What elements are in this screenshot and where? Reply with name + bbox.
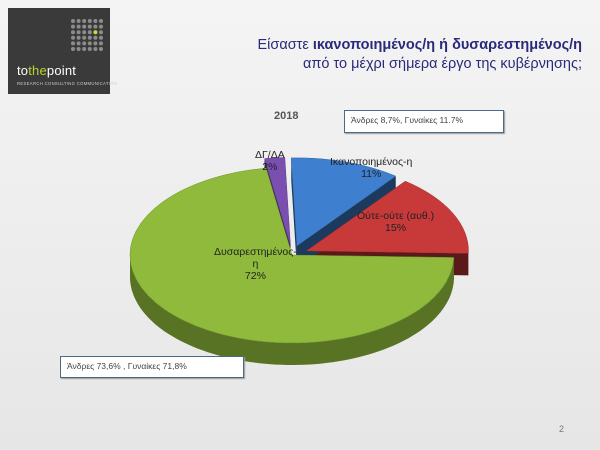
logo-dot-grid-icon xyxy=(71,19,103,51)
logo-dot xyxy=(87,30,92,35)
slice-satisfied xyxy=(290,157,397,247)
logo-dot xyxy=(82,24,87,29)
slice-dissatisfied xyxy=(129,167,455,344)
dissatisfied-gender-callout: Άνδρες 73,6% , Γυναίκες 71,8% xyxy=(60,356,244,378)
logo-dot xyxy=(76,35,81,40)
logo-dot xyxy=(82,47,87,51)
logo-tagline: RESEARCH CONSULTING COMMUNICATION xyxy=(17,81,118,86)
logo-dot xyxy=(93,19,98,23)
logo-dot xyxy=(76,19,81,23)
logo-dot xyxy=(93,30,98,35)
logo-dot xyxy=(82,35,87,40)
logo-dot xyxy=(82,19,87,23)
logo-dot xyxy=(93,35,98,40)
logo-dot xyxy=(93,47,98,51)
logo-dot xyxy=(71,30,75,35)
logo-dot xyxy=(87,24,92,29)
page-title: Είσαστε ικανοποιημένος/η ή δυσαρεστημένο… xyxy=(257,37,582,72)
slice-side-dissatisfied xyxy=(130,255,454,365)
logo-dot xyxy=(82,41,87,46)
logo-dot xyxy=(76,41,81,46)
logo: tothepoint RESEARCH CONSULTING COMMUNICA… xyxy=(8,8,117,94)
slice-label-dissatisfied: Δυσαρεστημένος- η 72% xyxy=(214,246,297,282)
logo-brand: tothepoint xyxy=(17,63,77,78)
logo-dot xyxy=(87,41,92,46)
slice-cut-satisfied xyxy=(291,157,297,268)
logo-dot xyxy=(76,47,81,51)
logo-dot xyxy=(71,24,75,29)
logo-dot xyxy=(99,35,103,40)
logo-dot xyxy=(82,30,87,35)
logo-dot xyxy=(87,47,92,51)
logo-dot xyxy=(99,41,103,46)
page-number: 2 xyxy=(558,424,564,434)
logo-dot xyxy=(87,19,92,23)
logo-dot xyxy=(71,47,75,51)
logo-dot xyxy=(87,35,92,40)
logo-dot xyxy=(71,41,75,46)
logo-dot xyxy=(71,19,75,23)
slice-label-satisfied: Ικανοποιημένος-η 11% xyxy=(330,156,413,180)
satisfied-gender-callout: Άνδρες 8,7%, Γυναίκες 11.7% xyxy=(344,110,504,133)
logo-dot xyxy=(99,19,103,23)
slice-dk xyxy=(264,157,291,246)
logo-dot xyxy=(93,41,98,46)
logo-dot xyxy=(76,30,81,35)
logo-dot xyxy=(99,30,103,35)
slice-label-neutral: Ούτε-ούτε (αυθ.) 15% xyxy=(357,210,435,234)
logo-dot xyxy=(71,35,75,40)
logo-dot xyxy=(99,47,103,51)
slice-label-dk: ΔΓ/ΔΑ 2% xyxy=(255,149,285,173)
slice-neutral xyxy=(305,180,469,254)
logo-dot xyxy=(99,24,103,29)
logo-dot xyxy=(76,24,81,29)
logo-dot xyxy=(93,24,98,29)
chart-title: 2018 xyxy=(274,110,299,122)
